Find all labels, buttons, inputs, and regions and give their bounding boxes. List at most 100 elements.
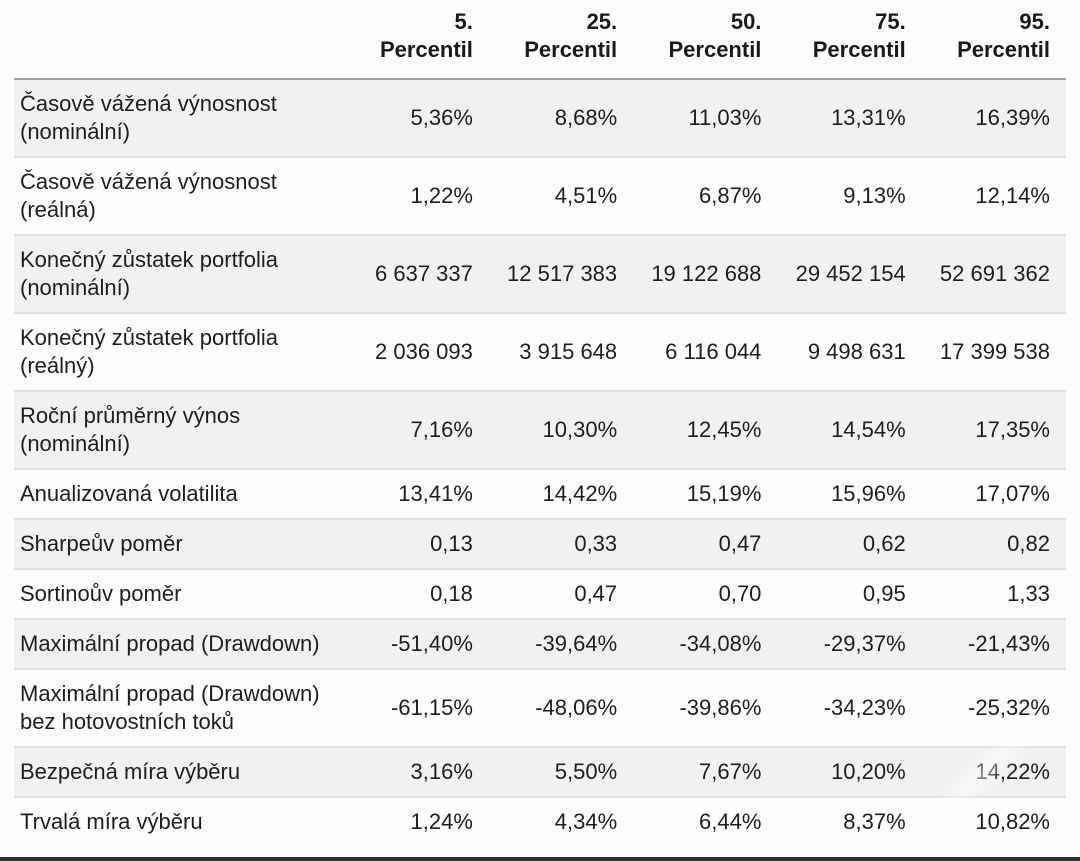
column-header-number: 50.: [730, 9, 762, 34]
row-label: Časově vážená výnosnost (nominální): [20, 91, 277, 144]
table-row-annualized-volatility: Anualizovaná volatilita 13,41% 14,42% 15…: [14, 468, 1066, 519]
column-header-number: 95.: [1019, 9, 1050, 34]
row-label: Časově vážená výnosnost (reálná): [14, 156, 345, 235]
value-cell: 6 637 337: [344, 234, 489, 313]
value-cell: -61,15%: [344, 668, 489, 747]
value-cell: 10,20%: [777, 746, 922, 797]
row-label: Trvalá míra výběru: [14, 796, 345, 846]
value-cell: 19 122 688: [633, 234, 778, 313]
column-header-75th-percentile: 75. Percentil: [777, 0, 922, 80]
row-label: Konečný zůstatek portfolia (reálný): [14, 312, 345, 391]
column-header-95th-percentile: 95. Percentil: [921, 0, 1066, 80]
value-cell: 12,45%: [633, 390, 778, 469]
value-cell: -29,37%: [777, 618, 922, 669]
row-label: Maximální propad (Drawdown) bez hotovost…: [14, 668, 345, 747]
value-cell: 4,34%: [488, 796, 634, 846]
row-label: Anualizovaná volatilita: [14, 468, 345, 519]
value-cell: 8,37%: [777, 796, 922, 846]
value-cell: -25,32%: [921, 668, 1066, 747]
table-row-max-drawdown: Maximální propad (Drawdown) -51,40% -39,…: [14, 618, 1066, 669]
value-cell: 11,03%: [688, 105, 762, 130]
row-label: Bezpečná míra výběru: [14, 746, 345, 797]
percentile-results-table: 5. Percentil 25. Percentil 50. Percentil…: [14, 0, 1066, 846]
value-cell: -39,86%: [633, 668, 778, 747]
row-label: Sharpeův poměr: [14, 518, 345, 569]
value-cell: 0,18: [344, 568, 489, 619]
column-header-label: Percentil: [957, 37, 1050, 62]
table-row-twr-nominal: Časově vážená výnosnost (nominální) 5,36…: [14, 79, 1066, 157]
table-row-perpetual-withdrawal-rate: Trvalá míra výběru 1,24% 4,34% 6,44% 8,3…: [14, 796, 1066, 846]
value-cell: -48,06%: [488, 668, 634, 747]
value-cell: -51,40%: [344, 618, 489, 669]
value-cell: -34,08%: [633, 618, 778, 669]
corner-header-cell: [14, 0, 345, 80]
value-cell: 15,96%: [777, 468, 922, 519]
value-cell: 5,36%: [410, 105, 473, 130]
column-header-label: Percentil: [668, 37, 762, 62]
value-cell: 5,50%: [488, 746, 634, 797]
column-header-label: Percentil: [812, 37, 906, 62]
value-cell: 0,95: [777, 568, 922, 619]
value-cell: 3 915 648: [488, 312, 634, 391]
value-cell: 6,44%: [633, 796, 778, 846]
value-cell: 8,68%: [554, 105, 618, 130]
value-cell: 15,19%: [633, 468, 778, 519]
row-label: Sortinoův poměr: [14, 568, 345, 619]
value-cell: 6,87%: [633, 156, 778, 235]
value-cell: 16,39%: [975, 105, 1050, 130]
value-cell: 14,22%: [921, 746, 1066, 797]
table-row-twr-real: Časově vážená výnosnost (reálná) 1,22% 4…: [14, 156, 1066, 235]
table-row-final-balance-nominal: Konečný zůstatek portfolia (nominální) 6…: [14, 234, 1066, 313]
value-cell: 10,30%: [488, 390, 634, 469]
value-cell: -34,23%: [777, 668, 922, 747]
column-header-number: 25.: [586, 9, 618, 34]
value-cell: 17,35%: [921, 390, 1066, 469]
table-row-max-drawdown-no-cashflows: Maximální propad (Drawdown) bez hotovost…: [14, 668, 1066, 747]
value-cell: 0,82: [921, 518, 1066, 569]
value-cell: -39,64%: [488, 618, 634, 669]
value-cell: 17 399 538: [921, 312, 1066, 391]
value-cell: 17,07%: [921, 468, 1066, 519]
value-cell: 0,62: [777, 518, 922, 569]
value-cell: 7,67%: [633, 746, 778, 797]
value-cell: 13,41%: [344, 468, 489, 519]
row-label: Konečný zůstatek portfolia (nominální): [14, 234, 345, 313]
value-cell: 0,33: [488, 518, 634, 569]
value-cell: 0,47: [488, 568, 634, 619]
table-row-sortino-ratio: Sortinoův poměr 0,18 0,47 0,70 0,95 1,33: [14, 568, 1066, 619]
column-header-number: 5.: [454, 9, 473, 34]
value-cell: 9,13%: [777, 156, 922, 235]
value-cell: 2 036 093: [344, 312, 489, 391]
value-cell: 29 452 154: [777, 234, 922, 313]
value-cell: 14,54%: [777, 390, 922, 469]
column-header-25th-percentile: 25. Percentil: [488, 0, 634, 80]
table-row-annual-avg-return-nominal: Roční průměrný výnos (nominální) 7,16% 1…: [14, 390, 1066, 469]
value-cell: 7,16%: [344, 390, 489, 469]
value-cell: 9 498 631: [777, 312, 922, 391]
value-cell: 1,22%: [344, 156, 489, 235]
value-cell: 12 517 383: [488, 234, 634, 313]
value-cell: 0,13: [344, 518, 489, 569]
value-cell: 1,24%: [344, 796, 489, 846]
value-cell: 3,16%: [344, 746, 489, 797]
column-header-label: Percentil: [524, 37, 618, 62]
bottom-edge-bar: [0, 857, 1080, 861]
value-cell: 12,14%: [921, 156, 1066, 235]
value-cell: 13,31%: [831, 105, 906, 130]
table-row-final-balance-real: Konečný zůstatek portfolia (reálný) 2 03…: [14, 312, 1066, 391]
value-cell: 14,42%: [488, 468, 634, 519]
value-cell: 52 691 362: [921, 234, 1066, 313]
value-cell: 10,82%: [921, 796, 1066, 846]
table-row-safe-withdrawal-rate: Bezpečná míra výběru 3,16% 5,50% 7,67% 1…: [14, 746, 1066, 797]
value-cell: 0,47: [633, 518, 778, 569]
value-cell: 0,70: [633, 568, 778, 619]
value-cell: 1,33: [921, 568, 1066, 619]
header-row: 5. Percentil 25. Percentil 50. Percentil…: [14, 0, 1066, 80]
column-header-label: Percentil: [379, 37, 473, 62]
value-cell: 6 116 044: [633, 312, 778, 391]
row-label: Maximální propad (Drawdown): [14, 618, 345, 669]
column-header-number: 75.: [875, 9, 906, 34]
value-cell: 4,51%: [488, 156, 634, 235]
column-header-50th-percentile: 50. Percentil: [633, 0, 778, 80]
